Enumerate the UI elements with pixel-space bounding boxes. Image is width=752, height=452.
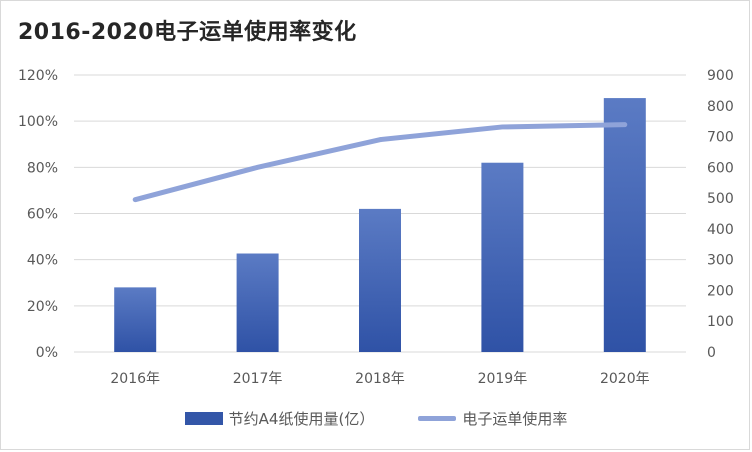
y-right-tick-label: 400 [707,222,734,238]
y-right-tick-label: 100 [707,314,734,330]
chart-legend: 节约A4纸使用量(亿） 电子运单使用率 [0,408,752,429]
x-tick-label: 2017年 [233,371,283,387]
legend-item-line: 电子运单使用率 [418,408,567,429]
y-left-tick-label: 20% [27,299,58,315]
legend-label-line: 电子运单使用率 [462,410,568,428]
legend-swatch-line [418,416,457,421]
y-right-tick-label: 900 [707,68,734,84]
x-tick-label: 2018年 [355,371,405,387]
y-left-tick-label: 120% [18,68,58,84]
y-left-tick-label: 80% [27,160,58,176]
y-right-tick-label: 600 [707,160,734,176]
legend-label-bar: 节约A4纸使用量(亿） [228,410,375,428]
chart-title: 2016-2020电子运单使用率变化 [18,20,357,45]
y-right-tick-label: 300 [707,253,734,269]
bar [603,98,646,352]
y-right-tick-label: 500 [707,191,734,207]
y-left-tick-label: 40% [27,253,58,269]
x-tick-label: 2020年 [600,371,650,387]
legend-swatch-bar [184,412,223,425]
bar [114,287,157,352]
y-right-tick-label: 800 [707,99,734,115]
y-right-tick-label: 700 [707,130,734,146]
y-right-tick-label: 200 [707,283,734,299]
y-left-tick-label: 0% [36,345,58,361]
bar [481,162,524,352]
x-tick-label: 2019年 [478,371,528,387]
y-left-tick-label: 100% [18,114,58,130]
y-right-tick-label: 0 [707,345,716,361]
legend-item-bar: 节约A4纸使用量(亿） [184,408,375,429]
series-line [132,122,628,203]
x-tick-label: 2016年 [110,371,160,387]
y-left-tick-label: 60% [27,207,58,223]
bar [359,208,401,352]
bar [236,253,279,352]
